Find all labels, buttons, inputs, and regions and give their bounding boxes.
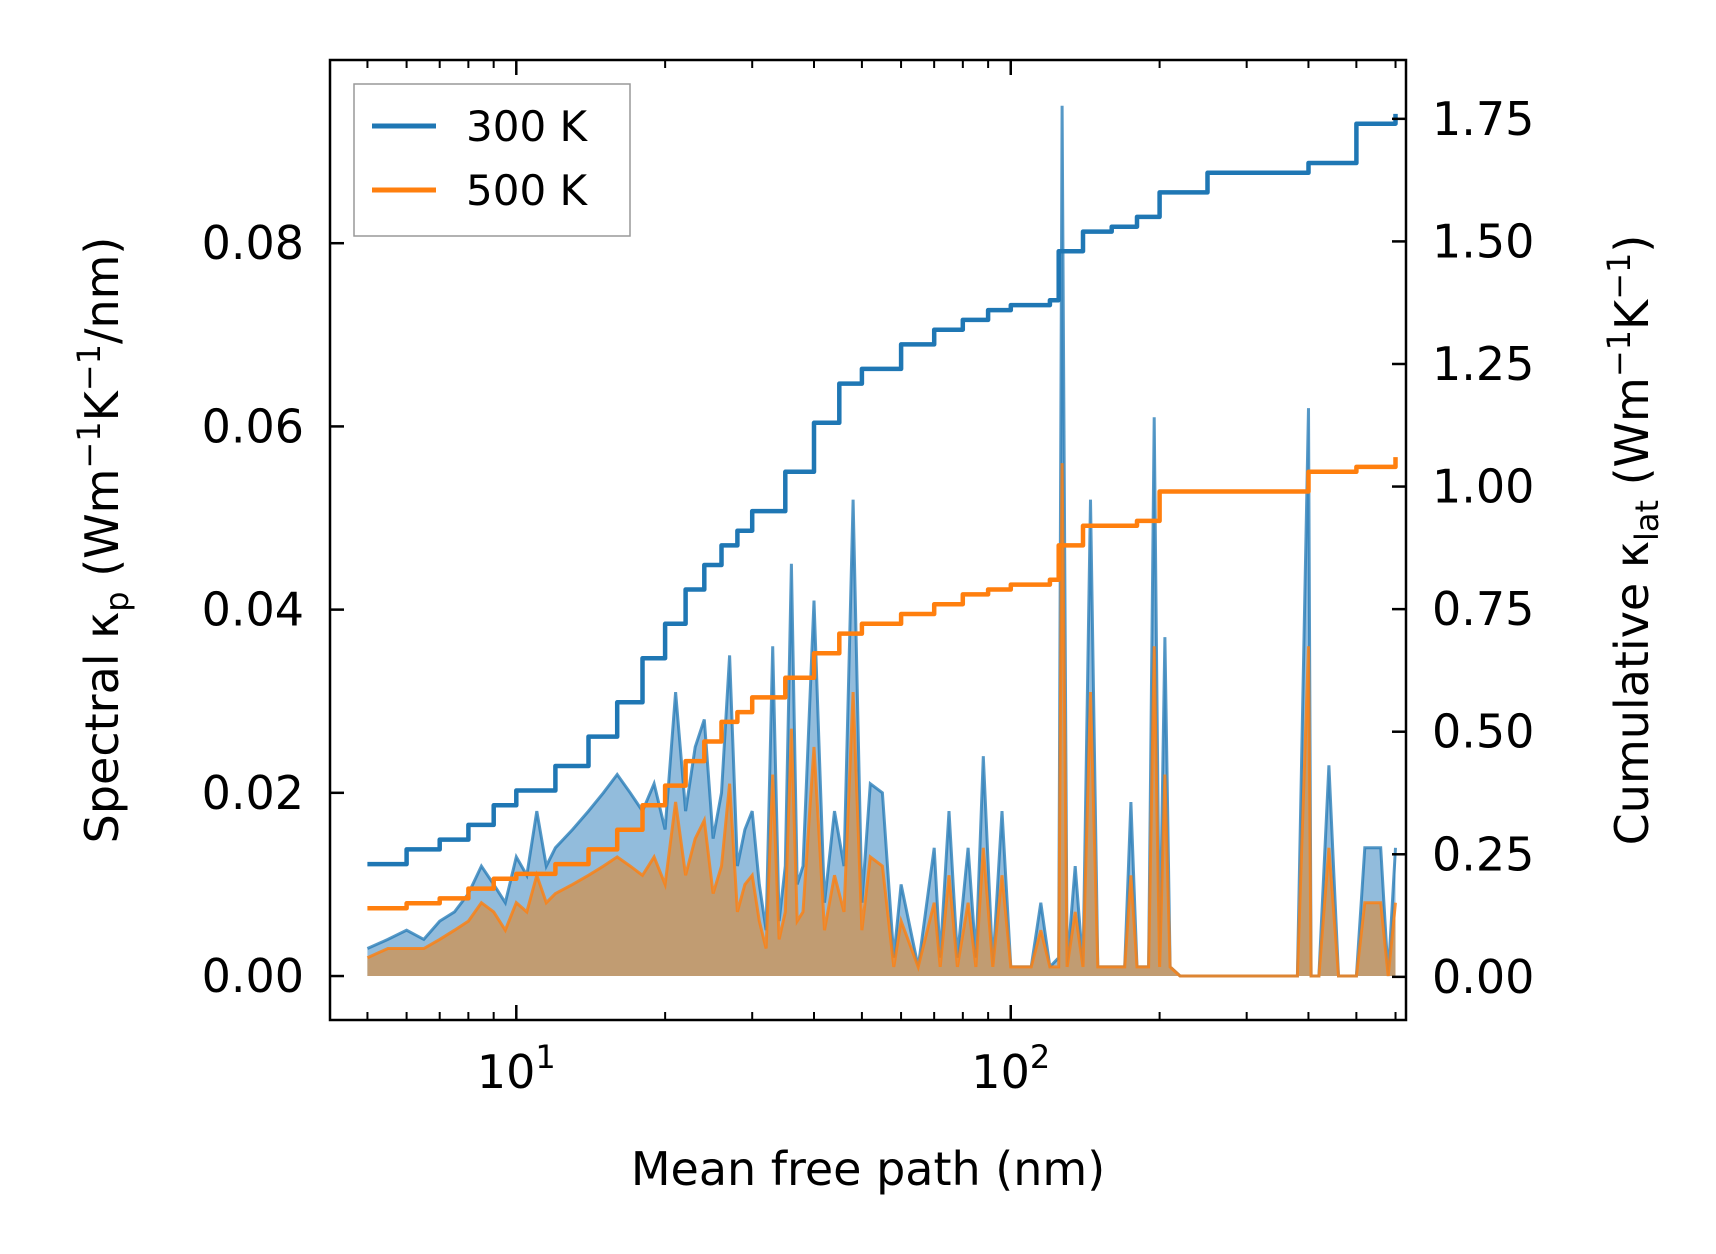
y-axis-right-title-units-mid: K (1605, 298, 1659, 330)
y-left-tick-label: 0.08 (202, 216, 304, 270)
legend-label-500K: 500 K (466, 166, 589, 215)
y-right-tick-label: 0.50 (1432, 705, 1534, 759)
svg-text:Spectral κp (Wm−1K−1/nm): Spectral κp (Wm−1K−1/nm) (70, 237, 136, 844)
y-axis-left-title-sup1: −1 (70, 421, 108, 468)
y-axis-left-title-units-post: /nm) (75, 237, 129, 344)
y-right-tick-label: 1.75 (1432, 92, 1534, 146)
spectral-500K-area (367, 463, 1396, 977)
y-axis-right-title-sup1: −1 (1600, 330, 1638, 377)
legend: 300 K 500 K (353, 83, 631, 237)
y-left-tick-label: 0.02 (202, 766, 304, 820)
y-axis-right-title-units: (Wm (1605, 377, 1659, 500)
y-right-tick-label: 0.25 (1432, 827, 1534, 881)
y-axis-right-title-units-post: ) (1605, 235, 1659, 253)
cumulative-300K-line (367, 113, 1398, 867)
y-axis-left-title-sup2: −1 (70, 344, 108, 391)
spectral-500K-line (366, 463, 1397, 978)
y-right-tick-label: 1.50 (1432, 214, 1534, 268)
y-right-tick-label: 1.25 (1432, 337, 1534, 391)
y-left-tick-label: 0.04 (202, 583, 304, 637)
legend-box (353, 83, 631, 237)
cumulative-500K-line (367, 457, 1398, 911)
x-tick-label: 102 (971, 1038, 1050, 1099)
y-axis-right-title-sup2: −1 (1600, 253, 1638, 300)
y-right-tick-label: 1.00 (1432, 460, 1534, 514)
svg-text:Cumulative κlat (Wm−1K−1): Cumulative κlat (Wm−1K−1) (1600, 235, 1666, 846)
y-right-tick-label: 0.00 (1432, 950, 1534, 1004)
axis-ticks: 0.00 0.02 0.04 0.06 0.08 0.00 0.25 0.50 0.75 1.00… (202, 60, 1534, 1099)
y-axis-left-title-units: (Wm (75, 469, 129, 592)
y-axis-left-title-sub: p (98, 591, 136, 611)
plot-area (366, 105, 1398, 978)
x-tick-label: 101 (477, 1038, 556, 1099)
y-left-tick-label: 0.00 (202, 949, 304, 1003)
x-axis-title: Mean free path (nm) (631, 1142, 1105, 1196)
y-axis-left-title-units-mid: K (75, 389, 129, 421)
spectral-300K-area (367, 105, 1396, 977)
y-axis-left-title: Spectral κp (Wm−1K−1/nm) (70, 237, 136, 844)
plot-frame (328, 58, 1408, 1022)
legend-label-300K: 300 K (466, 102, 589, 151)
y-axis-right-title: Cumulative κlat (Wm−1K−1) (1600, 235, 1666, 846)
y-axis-right-title-sub: lat (1628, 500, 1666, 541)
y-axis-right-title-main: Cumulative κ (1605, 541, 1659, 845)
y-axis-left-title-main: Spectral κ (75, 612, 129, 844)
y-left-tick-label: 0.06 (202, 399, 304, 453)
y-right-tick-label: 0.75 (1432, 582, 1534, 636)
